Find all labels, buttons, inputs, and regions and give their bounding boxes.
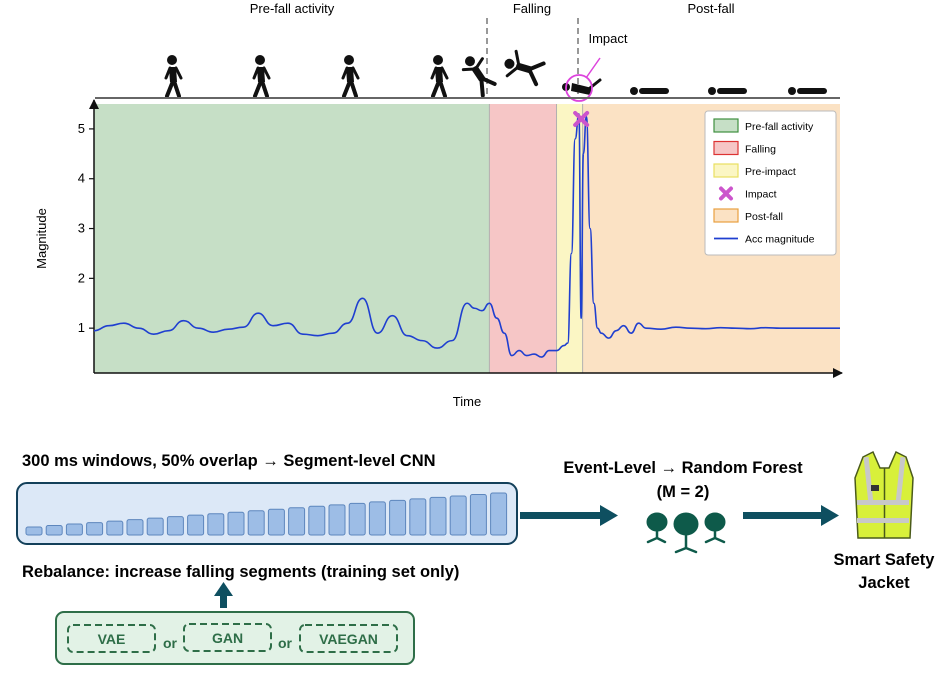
generator-gan-label: GAN: [212, 630, 243, 646]
segment-window-bar: [86, 522, 104, 536]
up-arrow: [214, 582, 233, 608]
segment-window-bar: [106, 520, 124, 536]
falling-person-icon: [504, 49, 546, 87]
event-level-title: Event-Level → Random Forest: [563, 459, 803, 477]
phase-label-post-fall: Post-fall: [688, 1, 735, 16]
chart-legend: Pre-fall activity Falling Pre-impact Impact…: [704, 110, 837, 256]
or-label: or: [278, 635, 293, 651]
generator-vae-label: VAE: [98, 631, 126, 647]
y-tick-label: 2: [78, 270, 85, 285]
tree-ensemble-icon: [646, 512, 726, 554]
phase-label-falling: Falling: [513, 1, 551, 16]
segment-window-bar: [389, 499, 407, 536]
segment-window-bar: [207, 513, 225, 536]
legend-swatch: [713, 140, 739, 156]
legend-swatch: [713, 118, 739, 133]
impact-marker: [573, 110, 590, 127]
y-tick-label: 5: [78, 121, 85, 136]
impact-label: Impact: [588, 31, 627, 46]
arrow-to-jacket: [743, 505, 839, 526]
generator-option-vae: [67, 624, 156, 653]
segment-window-bar: [469, 493, 487, 536]
region-pre-impact: [556, 104, 583, 373]
safety-vest-icon: [854, 450, 914, 539]
segment-window-bar: [308, 505, 326, 536]
lying-person-icon: [630, 87, 669, 95]
lying-person-icon: [788, 87, 827, 95]
segment-window-bar: [65, 523, 83, 536]
segment-window-bar: [25, 526, 43, 536]
legend-swatch: [713, 208, 739, 223]
generator-option-gan: [183, 623, 272, 652]
walking-person-icon: [341, 53, 360, 98]
lying-person-icon: [708, 87, 747, 95]
y-axis-label: Magnitude: [34, 208, 49, 269]
legend-label: Falling: [745, 144, 776, 156]
segment-window-bar: [187, 514, 205, 536]
output-title-line1: Smart Safety: [834, 551, 936, 569]
segment-window-bar: [490, 492, 508, 536]
output-title-line2: Jacket: [858, 574, 910, 592]
region-pre-fall-activity: [94, 104, 490, 373]
legend-label: Acc magnitude: [745, 234, 815, 246]
x-axis-label: Time: [453, 394, 481, 409]
segment-window-bar: [348, 502, 366, 536]
walking-person-icon: [164, 53, 183, 98]
segment-window-bar: [429, 496, 447, 536]
legend-swatch: [713, 163, 739, 178]
walking-person-icon: [252, 53, 271, 98]
stumbling-person-icon: [461, 56, 497, 98]
acceleration-chart: 1 2 3 4 5 Time Magnitude Pre-fall activity Falli…: [34, 99, 843, 409]
segment-window-bar: [328, 504, 346, 536]
or-label: or: [163, 635, 178, 651]
region-falling: [489, 104, 557, 373]
segment-window-bar: [409, 498, 427, 536]
segments-title: 300 ms windows, 50% overlap → Segment-le…: [22, 452, 436, 470]
segment-window-bar: [45, 525, 63, 536]
segment-bars: [25, 492, 508, 536]
phase-label-pre-fall: Pre-fall activity: [250, 1, 335, 16]
segment-window-bar: [288, 507, 306, 536]
segment-window-bar: [368, 501, 386, 536]
y-tick-label: 4: [78, 171, 85, 186]
segment-window-bar: [267, 508, 285, 536]
segment-window-bar: [166, 516, 184, 536]
series-line-acc-magnitude: [93, 113, 840, 358]
walking-person-icon: [430, 53, 449, 98]
segment-window-bar: [126, 519, 144, 536]
rebalance-label: Rebalance: increase falling segments (tr…: [22, 563, 459, 581]
arrow-to-forest: [520, 505, 618, 526]
segment-window-bar: [146, 517, 164, 536]
segment-window-bar: [227, 511, 245, 536]
generator-vaegan-label: VAEGAN: [319, 631, 378, 647]
impact-person-icon: [562, 57, 602, 102]
event-level-subtitle: (M = 2): [657, 483, 710, 501]
y-tick-label: 1: [78, 320, 85, 335]
legend-label: Post-fall: [745, 211, 783, 223]
y-tick-label: 3: [78, 221, 85, 236]
legend-label: Impact: [745, 189, 777, 201]
legend-label: Pre-fall activity: [745, 121, 814, 133]
legend-label: Pre-impact: [745, 166, 796, 178]
legend-impact-marker: [719, 186, 733, 201]
segment-window-bar: [449, 495, 467, 536]
generator-option-vaegan: [299, 624, 398, 653]
segment-window-bar: [247, 510, 265, 536]
